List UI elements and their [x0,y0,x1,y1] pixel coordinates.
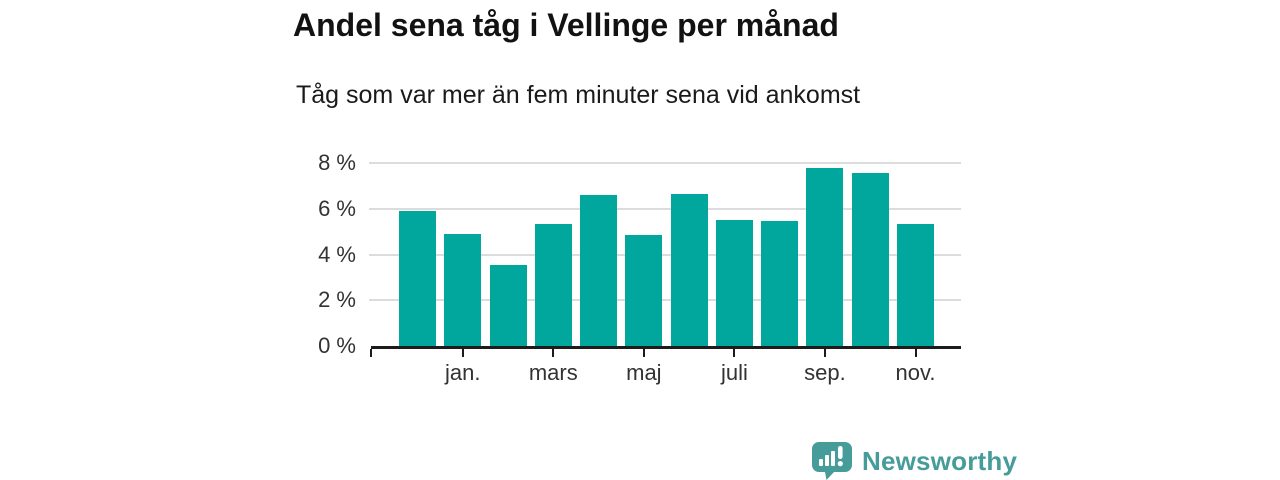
bar-juni [670,193,708,346]
y-axis-label-2: 2 % [318,287,356,313]
newsworthy-logo: Newsworthy [812,442,1017,480]
x-tick-jan. [461,349,464,357]
bar-nov. [896,223,934,346]
x-axis-label-juli: juli [720,360,748,385]
chart-title: Andel sena tåg i Vellinge per månad [293,7,839,43]
bar-maj [625,235,663,346]
x-tick-sep. [823,349,826,357]
bar-okt. [851,173,889,346]
bar-jan. [444,233,482,346]
x-axis-label-sep.: sep. [804,360,846,385]
x-tick-juli [733,349,736,357]
x-axis-label-mars: mars [528,360,578,385]
plot-area: 0 % 2 % 4 % 6 % 8 % jan. mars maj juli sep. nov. [318,151,961,385]
x-axis-label-nov.: nov. [895,360,936,385]
newsworthy-bar-chart-bubble-icon [812,442,852,480]
bar-apr. [580,195,618,346]
x-axis-line [371,346,961,349]
gridline-2-percent [369,299,961,302]
bar-juli [715,220,753,346]
y-axis-label-0: 0 % [318,333,356,358]
bar-feb. [489,264,527,346]
x-tick-maj [642,349,645,357]
bar-aug. [761,221,799,346]
x-axis-label-maj: maj [626,360,662,385]
bar-mars [534,223,572,346]
x-tick-mars [552,349,555,357]
bars-container [399,163,934,346]
bar-sep. [806,167,844,346]
y-axis-label-4: 4 % [318,241,356,267]
gridline-6-percent [369,207,961,210]
x-axis-label-jan.: jan. [445,360,481,385]
x-tick-nov. [914,349,917,357]
y-axis-label-6: 6 % [318,195,356,221]
chart-subtitle: Tåg som var mer än fem minuter sena vid … [296,81,861,109]
newsworthy-wordmark: Newsworthy [862,446,1018,476]
gridline-4-percent [369,253,961,256]
gridline-8-percent [369,162,961,164]
y-axis-label-8: 8 % [318,150,356,175]
bar-dec. [399,211,436,346]
x-axis-origin-tick [370,349,372,357]
